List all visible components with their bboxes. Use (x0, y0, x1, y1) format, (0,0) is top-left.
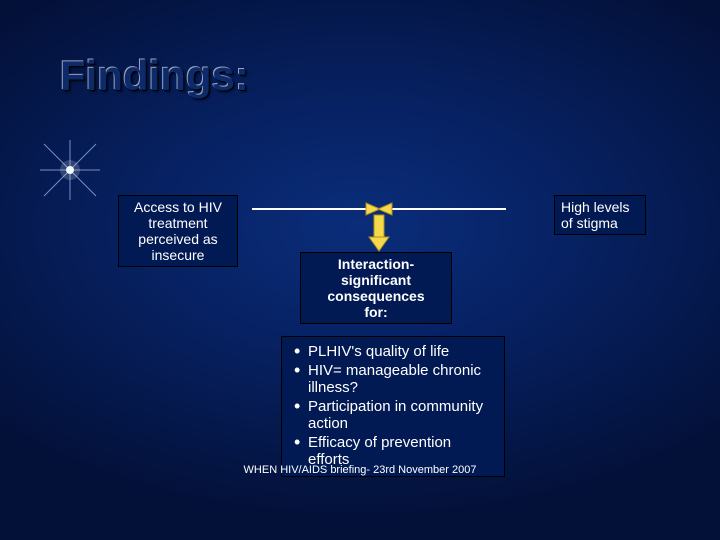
slide: Findings: Access to HIV treatment percei… (0, 0, 720, 540)
mid-line-1: Interaction- (307, 256, 445, 272)
box-access: Access to HIV treatment perceived as ins… (118, 195, 238, 267)
box-interaction: Interaction- significant consequences fo… (300, 252, 452, 324)
mid-line-4: for: (307, 304, 445, 320)
box-stigma: High levels of stigma (554, 195, 646, 235)
consequence-list: PLHIV's quality of life HIV= manageable … (290, 343, 496, 468)
list-item: PLHIV's quality of life (290, 343, 496, 360)
list-item: Efficacy of prevention efforts (290, 434, 496, 468)
mid-line-2: significant (307, 272, 445, 288)
slide-title: Findings: (60, 52, 249, 100)
list-item: HIV= manageable chronic illness? (290, 362, 496, 396)
box-consequences: PLHIV's quality of life HIV= manageable … (281, 336, 505, 477)
list-item: Participation in community action (290, 398, 496, 432)
footer-text: WHEN HIV/AIDS briefing- 23rd November 20… (0, 464, 720, 476)
lens-flare-icon (40, 140, 100, 200)
mid-line-3: consequences (307, 288, 445, 304)
